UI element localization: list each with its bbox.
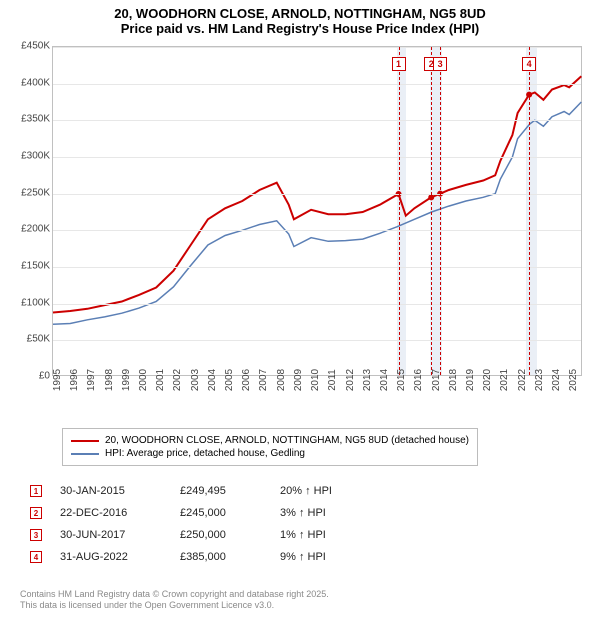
plot-area: 1234 [52, 46, 582, 376]
sales-price: £249,495 [180, 485, 280, 497]
sales-price: £245,000 [180, 507, 280, 519]
y-tick-label: £450K [10, 41, 50, 52]
sales-pct: 1% ↑ HPI [280, 529, 390, 541]
chart-area: 1234 £0£50K£100K£150K£200K£250K£300K£350… [10, 44, 590, 414]
gridline [53, 47, 581, 48]
sales-date: 22-DEC-2016 [60, 507, 180, 519]
sales-pct: 20% ↑ HPI [280, 485, 390, 497]
title-line-1: 20, WOODHORN CLOSE, ARNOLD, NOTTINGHAM, … [0, 6, 600, 21]
event-marker-box: 4 [522, 57, 536, 71]
sales-row: 3 30-JUN-2017£250,0001% ↑ HPI [30, 524, 390, 546]
legend-label-series-1: 20, WOODHORN CLOSE, ARNOLD, NOTTINGHAM, … [105, 435, 469, 446]
legend-label-series-2: HPI: Average price, detached house, Gedl… [105, 448, 305, 459]
chart-container: 20, WOODHORN CLOSE, ARNOLD, NOTTINGHAM, … [0, 0, 600, 620]
y-tick-label: £300K [10, 151, 50, 162]
y-tick-label: £200K [10, 224, 50, 235]
sales-marker-box: 4 [30, 551, 42, 563]
sales-marker-box: 3 [30, 529, 42, 541]
gridline [53, 340, 581, 341]
event-vline [399, 47, 400, 375]
sales-date: 30-JUN-2017 [60, 529, 180, 541]
gridline [53, 194, 581, 195]
gridline [53, 120, 581, 121]
legend-swatch-series-2 [71, 453, 99, 455]
footer-line-2: This data is licensed under the Open Gov… [20, 600, 329, 612]
y-tick-label: £400K [10, 77, 50, 88]
event-vline [529, 47, 530, 375]
sales-date: 31-AUG-2022 [60, 551, 180, 563]
y-tick-label: £150K [10, 261, 50, 272]
event-marker-box: 1 [392, 57, 406, 71]
sales-marker-box: 1 [30, 485, 42, 497]
footer-attribution: Contains HM Land Registry data © Crown c… [20, 589, 329, 612]
sales-pct: 9% ↑ HPI [280, 551, 390, 563]
y-tick-label: £50K [10, 334, 50, 345]
gridline [53, 84, 581, 85]
legend-box: 20, WOODHORN CLOSE, ARNOLD, NOTTINGHAM, … [62, 428, 478, 466]
gridline [53, 267, 581, 268]
title-line-2: Price paid vs. HM Land Registry's House … [0, 21, 600, 36]
gridline [53, 157, 581, 158]
y-tick-label: £0 [10, 371, 50, 382]
y-tick-label: £350K [10, 114, 50, 125]
legend-row: 20, WOODHORN CLOSE, ARNOLD, NOTTINGHAM, … [71, 435, 469, 446]
sales-price: £385,000 [180, 551, 280, 563]
event-vline [431, 47, 432, 375]
sales-price: £250,000 [180, 529, 280, 541]
sales-pct: 3% ↑ HPI [280, 507, 390, 519]
legend-row: HPI: Average price, detached house, Gedl… [71, 448, 469, 459]
sales-row: 2 22-DEC-2016£245,0003% ↑ HPI [30, 502, 390, 524]
sales-marker-box: 2 [30, 507, 42, 519]
event-marker-box: 3 [433, 57, 447, 71]
footer-line-1: Contains HM Land Registry data © Crown c… [20, 589, 329, 601]
y-tick-label: £100K [10, 297, 50, 308]
chart-lines-svg [53, 47, 581, 375]
y-tick-label: £250K [10, 187, 50, 198]
event-vline [440, 47, 441, 375]
sales-date: 30-JAN-2015 [60, 485, 180, 497]
title-block: 20, WOODHORN CLOSE, ARNOLD, NOTTINGHAM, … [0, 0, 600, 36]
sales-table: 1 30-JAN-2015£249,49520% ↑ HPI 2 22-DEC-201… [30, 480, 390, 568]
series-line [53, 102, 581, 324]
legend-swatch-series-1 [71, 440, 99, 442]
x-tick-label: 2025 [568, 369, 600, 391]
sales-row: 1 30-JAN-2015£249,49520% ↑ HPI [30, 480, 390, 502]
gridline [53, 230, 581, 231]
sales-row: 4 31-AUG-2022£385,0009% ↑ HPI [30, 546, 390, 568]
gridline [53, 304, 581, 305]
